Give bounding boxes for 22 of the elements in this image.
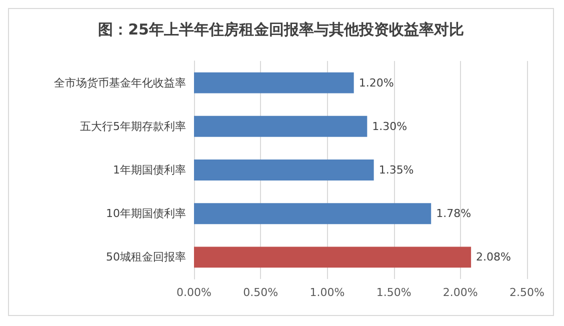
- y-tick-label: 1年期国债利率: [113, 164, 186, 176]
- chart-title: 图：25年上半年住房租金回报率与其他投资收益率对比: [98, 20, 464, 38]
- bar: [194, 160, 374, 180]
- bar: [194, 116, 368, 137]
- data-label: 1.20%: [358, 76, 394, 90]
- data-label: 2.08%: [476, 250, 512, 264]
- bar: [194, 203, 432, 224]
- y-tick-label: 10年期国债利率: [106, 207, 186, 220]
- x-tick-label: 2.50%: [510, 286, 544, 299]
- x-tick-label: 0.50%: [243, 286, 278, 299]
- bar: [194, 72, 354, 94]
- bar: [194, 246, 472, 268]
- x-tick-label: 0.00%: [176, 286, 212, 299]
- y-tick-label: 50城租金回报率: [106, 250, 186, 264]
- data-label: 1.30%: [372, 120, 408, 133]
- x-tick-label: 2.00%: [442, 286, 478, 299]
- y-tick-label: 五大行5年期存款利率: [80, 120, 186, 133]
- y-tick-label: 全市场货币基金年化收益率: [54, 76, 186, 90]
- x-tick-label: 1.50%: [376, 286, 412, 299]
- data-label: 1.35%: [378, 164, 414, 176]
- data-label: 1.78%: [436, 207, 472, 220]
- x-tick-label: 1.00%: [310, 286, 345, 299]
